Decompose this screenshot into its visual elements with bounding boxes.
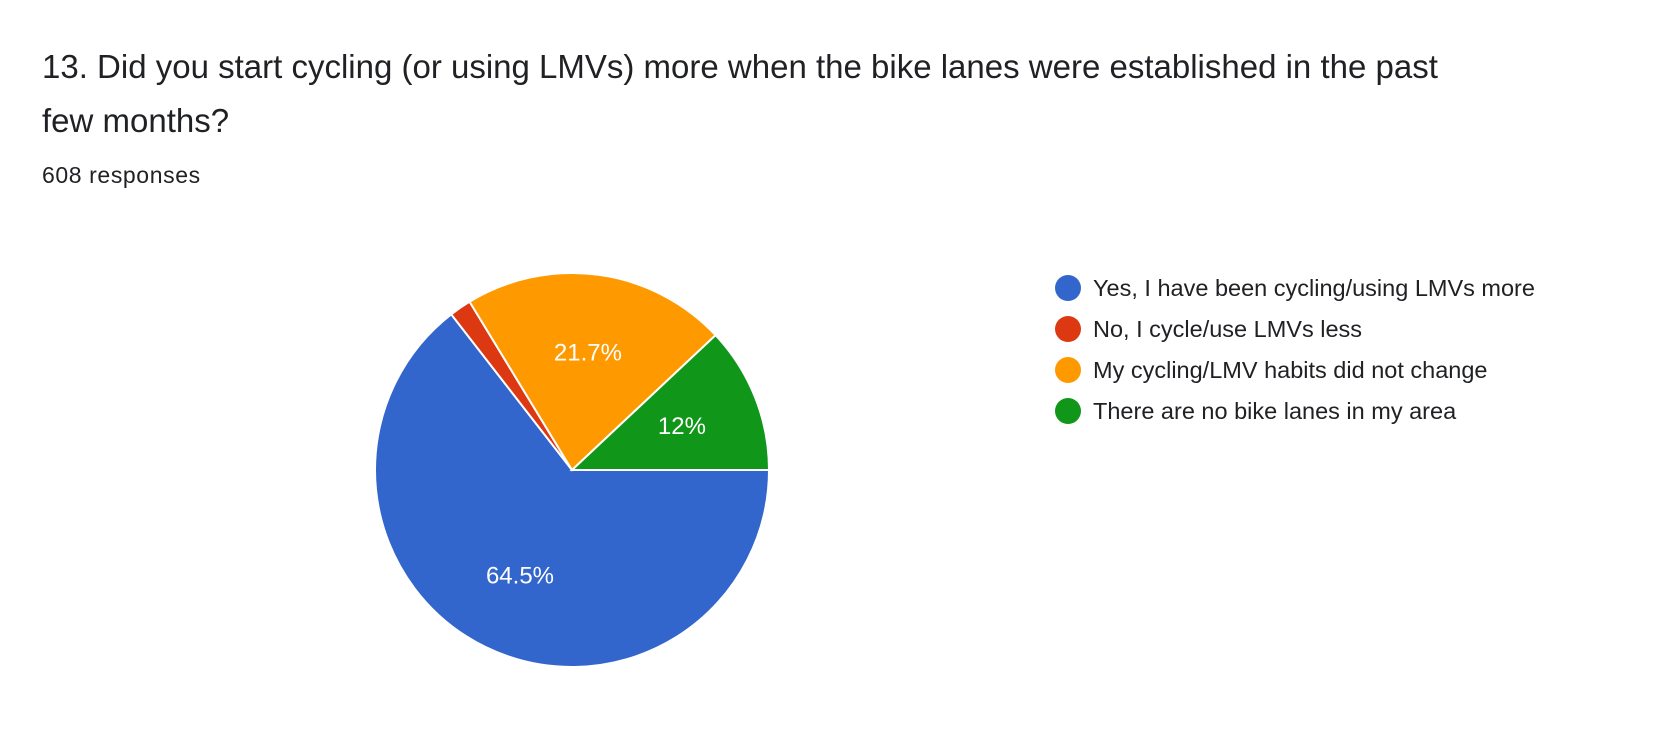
pie-slice-0[interactable] — [374, 312, 771, 668]
legend-label: There are no bike lanes in my area — [1093, 398, 1457, 424]
pie-slice-2[interactable] — [468, 272, 718, 472]
legend-label: Yes, I have been cycling/using LMVs more — [1093, 275, 1535, 301]
slice-label-0: 64.5% — [486, 563, 554, 590]
pie-slice-3[interactable] — [569, 333, 771, 471]
chart-legend: Yes, I have been cycling/using LMVs more… — [1055, 270, 1575, 434]
slice-label-3: 12% — [658, 413, 706, 440]
response-count: 608 responses — [42, 162, 201, 188]
slice-label-2: 21.7% — [554, 339, 622, 366]
pie-chart: 64.5% 21.7% 12% — [374, 272, 771, 668]
legend-label: My cycling/LMV habits did not change — [1093, 357, 1488, 383]
legend-swatch-icon — [1055, 275, 1081, 301]
legend-label: No, I cycle/use LMVs less — [1093, 316, 1363, 342]
legend-item-3[interactable]: There are no bike lanes in my area — [1055, 393, 1575, 429]
legend-item-0[interactable]: Yes, I have been cycling/using LMVs more — [1055, 270, 1575, 306]
legend-swatch-icon — [1055, 316, 1081, 342]
legend-swatch-icon — [1055, 357, 1081, 383]
question-title: 13. Did you start cycling (or using LMVs… — [42, 48, 1438, 139]
legend-item-1[interactable]: No, I cycle/use LMVs less — [1055, 311, 1575, 347]
legend-item-2[interactable]: My cycling/LMV habits did not change — [1055, 352, 1575, 388]
legend-swatch-icon — [1055, 398, 1081, 424]
